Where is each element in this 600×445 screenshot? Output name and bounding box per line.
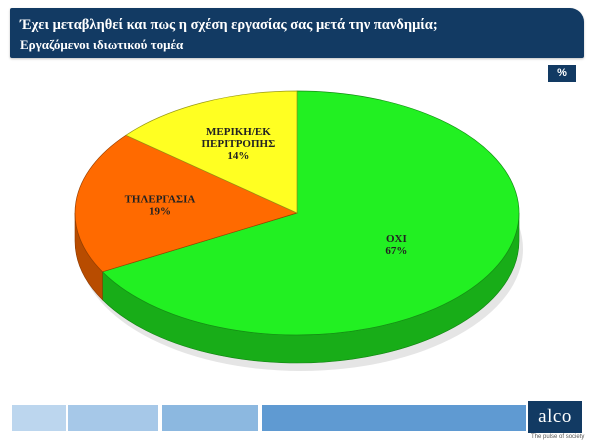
pie-slice-0 <box>101 90 520 336</box>
pie-slice-1 <box>74 134 298 273</box>
pie-slice-2 <box>125 90 298 214</box>
unit-badge: % <box>548 65 576 82</box>
slice-category-label-2: ΠΕΡΙΤΡΟΠΗΣ <box>201 138 275 150</box>
slice-value-label-0: 67% <box>385 245 407 257</box>
chart-title: Έχει μεταβληθεί και πως η σχέση εργασίας… <box>20 17 438 33</box>
footer-bar-segment-4 <box>262 405 526 431</box>
alco-logo: alco <box>528 401 582 433</box>
slice-category-label-1: ΤΗΛΕΡΓΑΣΙΑ <box>125 193 196 205</box>
slice-category-label-0: ΟΧΙ <box>386 233 407 245</box>
chart-subtitle: Εργαζόμενοι ιδιωτικού τομέα <box>20 37 184 52</box>
footer-bar-segment-1 <box>12 405 66 431</box>
footer-bar-segment-2 <box>68 405 158 431</box>
logo-tagline: The pulse of society <box>531 434 585 440</box>
slice-value-label-2: 14% <box>227 150 249 162</box>
title-banner: Έχει μεταβληθεί και πως η σχέση εργασίας… <box>10 8 584 58</box>
slice-category-label-2: ΜΕΡΙΚΗ/ΕΚ <box>206 126 271 138</box>
logo-text: alco <box>538 406 572 427</box>
footer-bar-segment-3 <box>162 405 258 431</box>
slice-value-label-1: 19% <box>149 205 171 217</box>
